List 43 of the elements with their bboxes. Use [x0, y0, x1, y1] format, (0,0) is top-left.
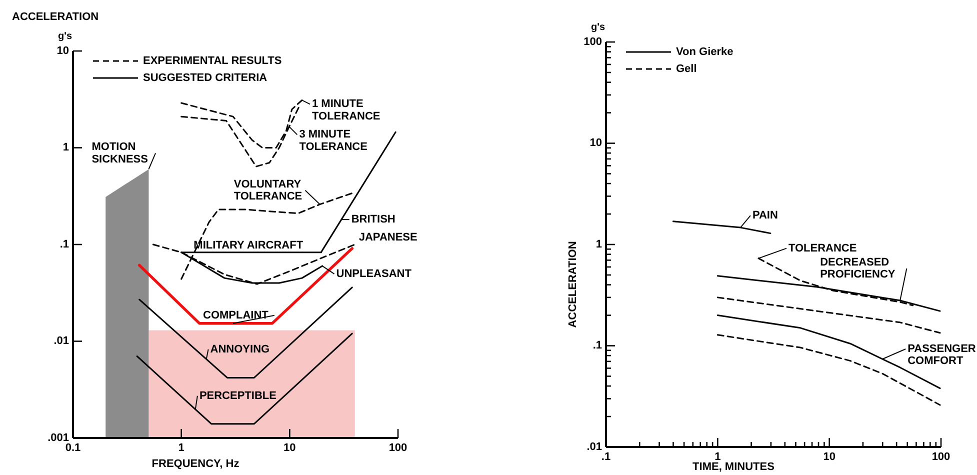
- x-tick-label: 100: [388, 442, 408, 454]
- annotation: PAIN: [752, 209, 778, 222]
- x-tick-label: 10: [823, 451, 836, 463]
- annotation: JAPANESE: [358, 231, 418, 244]
- y-axis-title: ACCELERATION: [12, 11, 99, 23]
- annotation: BRITISH: [351, 213, 396, 226]
- annotation: UNPLEASANT: [336, 268, 412, 280]
- annotation: TOLERANCE: [788, 242, 857, 254]
- legend-label: SUGGESTED CRITERIA: [143, 72, 268, 84]
- y-tick-label: 1: [62, 142, 69, 154]
- y-tick-label: .1: [592, 340, 602, 352]
- y-tick-label: .01: [54, 335, 69, 348]
- y-tick-label: 100: [584, 36, 602, 48]
- annotation: PASSENGER COMFORT: [908, 342, 976, 367]
- legend-label: EXPERIMENTAL RESULTS: [143, 54, 282, 67]
- annotation: COMPLAINT: [203, 309, 269, 322]
- text: g's: [590, 22, 606, 33]
- x-tick-label: .1: [601, 451, 611, 463]
- annotation: PERCEPTIBLE: [199, 390, 276, 402]
- y-tick-label: .1: [60, 238, 69, 250]
- annotation: DECREASED PROFICIENCY: [820, 256, 896, 280]
- annotation: ANNOYING: [210, 343, 270, 356]
- x-axis-title: TIME, MINUTES: [692, 461, 774, 473]
- y-tick-label: 10: [590, 137, 602, 150]
- x-tick-label: 1: [714, 451, 721, 463]
- x-axis-title: FREQUENCY, Hz: [152, 458, 240, 470]
- annotation: MOTION SICKNESS: [92, 141, 148, 166]
- y-tick-label: .001: [48, 432, 69, 444]
- y-tick-label: 10: [56, 44, 69, 57]
- text: g's: [58, 31, 72, 42]
- annotation: MILITARY AIRCRAFT: [194, 239, 304, 252]
- legend-label: Gell: [676, 62, 697, 75]
- y-tick-label: 1: [596, 238, 602, 250]
- x-tick-label: 1: [178, 442, 184, 454]
- x-tick-label: 100: [932, 451, 950, 463]
- annotation: 1 MINUTE TOLERANCE: [312, 98, 380, 122]
- x-tick-label: 10: [284, 442, 296, 454]
- annotation: VOLUNTARY TOLERANCE: [234, 178, 302, 202]
- y-tick-label: .01: [586, 440, 602, 453]
- y-axis-title: ACCELERATION: [567, 241, 579, 328]
- x-tick-label: 0.1: [65, 442, 81, 454]
- legend-label: Von Gierke: [676, 46, 734, 58]
- annotation: 3 MINUTE TOLERANCE: [299, 128, 368, 153]
